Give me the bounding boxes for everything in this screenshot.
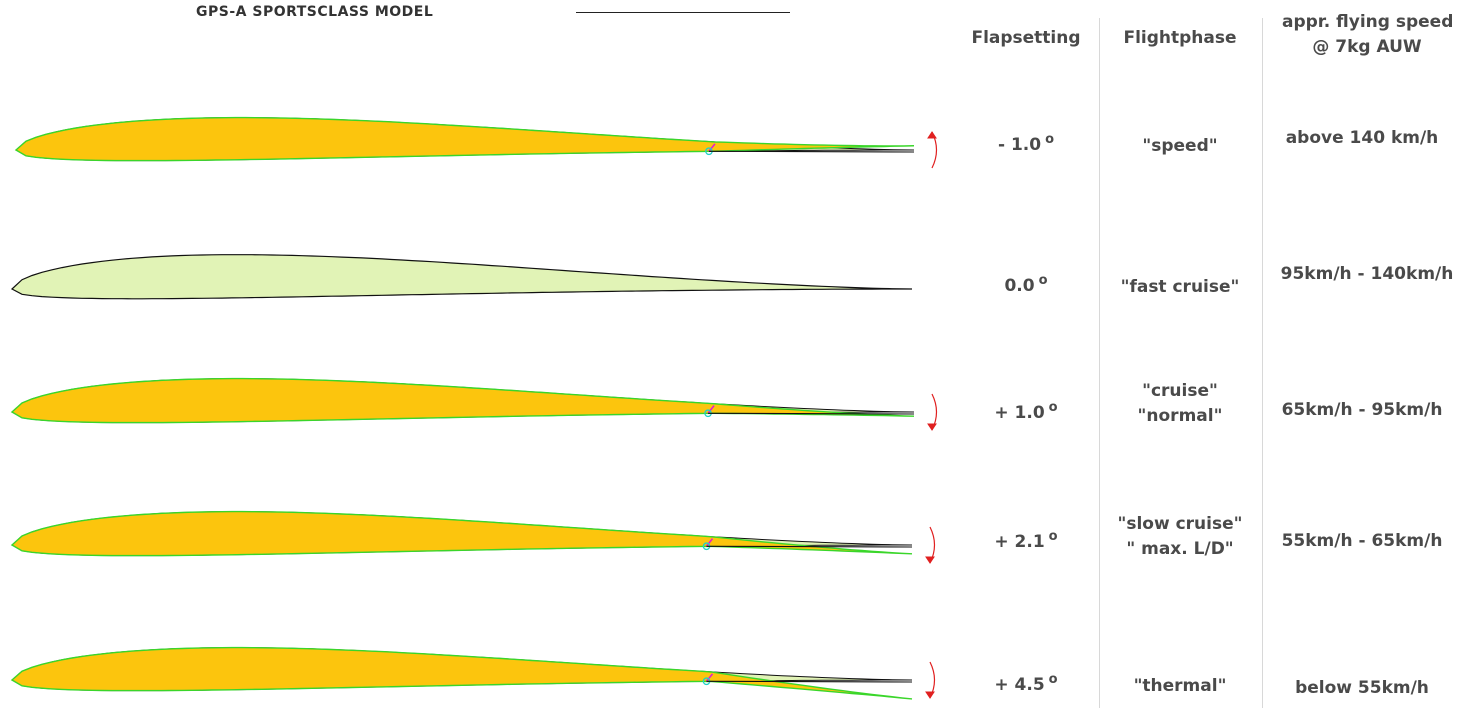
flight-phase-row-1: "speed" — [1112, 134, 1248, 159]
flap-value-text: + 1.0 — [994, 403, 1045, 423]
hinge-line — [705, 673, 714, 682]
column-header-flapsetting: Flapsetting — [968, 26, 1084, 51]
flap-value-text: - 1.0 — [997, 135, 1042, 155]
speed-range-text: 95km/h - 140km/h — [1280, 264, 1454, 284]
degree-mark: o — [1048, 672, 1058, 687]
airfoil-row-4 — [10, 510, 936, 564]
deflected-airfoil-shape — [10, 510, 913, 557]
degree-mark: o — [1048, 400, 1058, 415]
speed-range-row-4: 55km/h - 65km/h — [1272, 529, 1452, 554]
flight-phase-line: "thermal" — [1133, 676, 1227, 696]
column-divider-1 — [1099, 18, 1100, 708]
flap-value-row-3: + 1.0 o — [968, 400, 1084, 427]
flap-reference-line — [706, 680, 913, 683]
flap-value-text: 0.0 — [1004, 276, 1035, 296]
page-subtitle: GPS-A SPORTSCLASS MODEL — [196, 4, 434, 20]
neutral-airfoil-shape — [10, 254, 913, 300]
deflected-airfoil-shape — [10, 646, 913, 700]
flap-reference-line — [708, 412, 915, 415]
flap-value-row-4: + 2.1 o — [968, 529, 1084, 556]
hinge-line — [705, 538, 714, 547]
speed-range-text: 55km/h - 65km/h — [1281, 531, 1443, 551]
column-header-flightphase-label: Flightphase — [1123, 28, 1237, 48]
airfoil-row-5 — [10, 646, 936, 700]
speed-range-text: below 55km/h — [1295, 678, 1429, 698]
flight-phase-row-3: "cruise" "normal" — [1112, 379, 1248, 429]
hinge-line — [708, 143, 716, 152]
flap-reference-line — [708, 150, 915, 153]
speed-range-row-1: above 140 km/h — [1272, 126, 1452, 151]
title-underline — [576, 12, 790, 13]
deflection-arrow-head — [925, 691, 935, 699]
deflected-airfoil-shape — [14, 116, 915, 162]
flap-value-row-5: + 4.5 o — [968, 672, 1084, 699]
column-header-speed-line2: @ 7kg AUW — [1312, 37, 1422, 57]
column-header-flightphase: Flightphase — [1112, 26, 1248, 51]
speed-range-row-2: 95km/h - 140km/h — [1272, 262, 1462, 287]
deflection-arrow-head — [927, 423, 937, 431]
speed-range-text: above 140 km/h — [1285, 128, 1439, 148]
column-header-speed: appr. flying speed @ 7kg AUW — [1282, 10, 1454, 60]
speed-range-row-5: below 55km/h — [1272, 676, 1452, 701]
hinge-line — [707, 405, 715, 414]
airfoil-row-1 — [14, 116, 938, 169]
flap-value-text: + 2.1 — [994, 532, 1045, 552]
flap-reference-line — [706, 545, 913, 548]
flap-value-text: + 4.5 — [994, 675, 1045, 695]
degree-mark: o — [1038, 273, 1048, 288]
flight-phase-line: " max. L/D" — [1126, 539, 1234, 559]
flight-phase-row-4: "slow cruise" " max. L/D" — [1108, 512, 1252, 562]
column-header-speed-line1: appr. flying speed — [1282, 12, 1454, 32]
column-divider-2 — [1262, 18, 1263, 708]
deflection-arrow-head — [927, 131, 937, 139]
flight-phase-line: "speed" — [1142, 136, 1218, 156]
speed-range-text: 65km/h - 95km/h — [1281, 400, 1443, 420]
flight-phase-line: "normal" — [1137, 406, 1223, 426]
column-header-flapsetting-label: Flapsetting — [971, 28, 1081, 48]
airfoil-row-2 — [10, 254, 913, 300]
flight-phase-line: "cruise" — [1142, 381, 1218, 401]
flight-phase-line: "slow cruise" — [1117, 514, 1243, 534]
deflected-airfoil-shape — [10, 377, 915, 424]
flight-phase-line: "fast cruise" — [1120, 277, 1240, 297]
airfoil-profiles — [10, 116, 938, 700]
degree-mark: o — [1045, 132, 1055, 147]
flight-phase-row-5: "thermal" — [1112, 674, 1248, 699]
deflection-arrow-head — [925, 556, 935, 564]
flap-value-row-2: 0.0 o — [968, 273, 1084, 300]
degree-mark: o — [1048, 529, 1058, 544]
flight-phase-row-2: "fast cruise" — [1112, 275, 1248, 300]
flap-value-row-1: - 1.0 o — [968, 132, 1084, 159]
airfoil-row-3 — [10, 377, 938, 431]
speed-range-row-3: 65km/h - 95km/h — [1272, 398, 1452, 423]
